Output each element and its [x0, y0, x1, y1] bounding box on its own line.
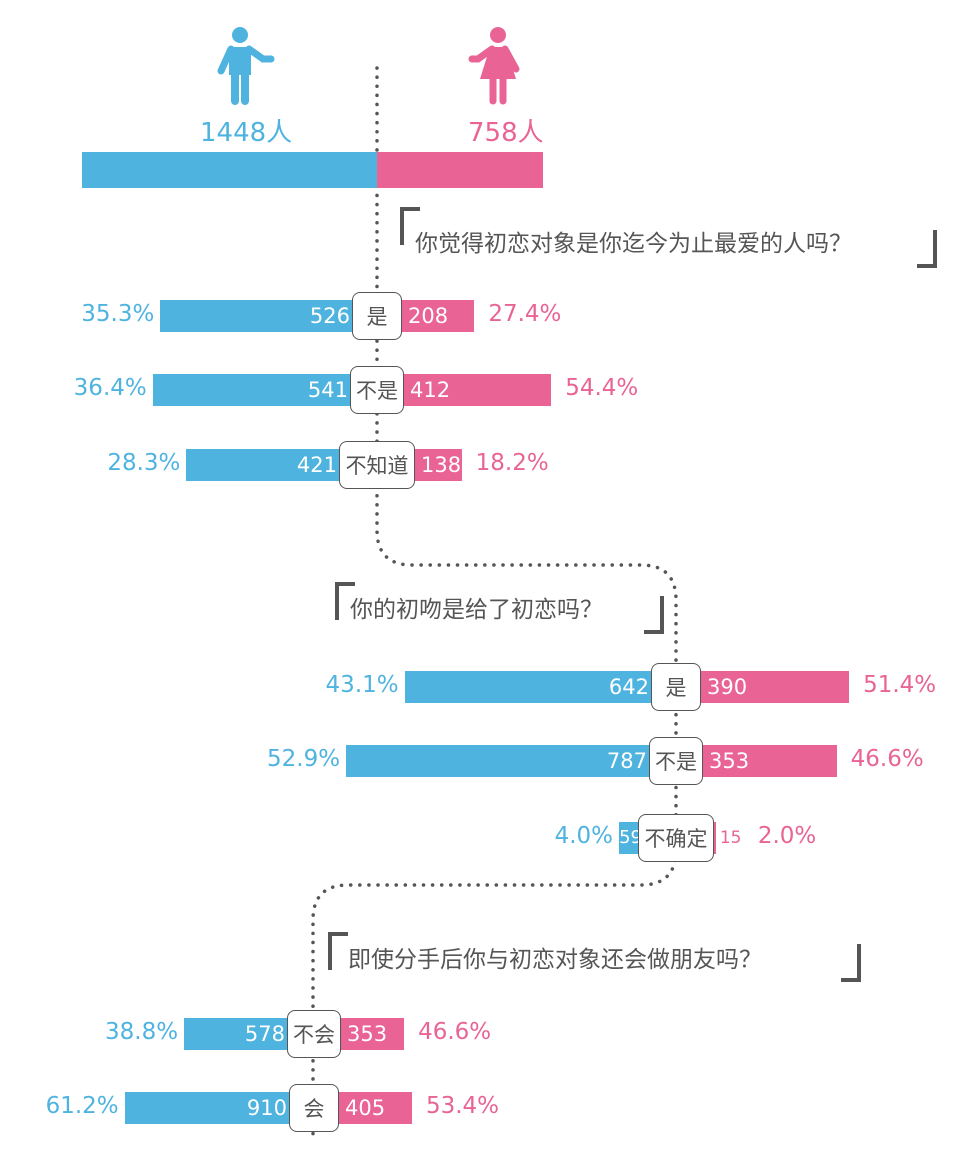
female-total-bar: [377, 152, 543, 188]
female-count: 405: [345, 1096, 386, 1120]
answer-label: 不是: [350, 366, 404, 414]
male-percent: 4.0%: [554, 823, 613, 849]
female-percent: 46.6%: [850, 746, 924, 772]
male-count: 59: [619, 827, 642, 848]
female-count: 353: [347, 1022, 388, 1046]
female-bar: 208: [398, 300, 475, 332]
female-percent: 27.4%: [488, 301, 562, 327]
male-percent: 36.4%: [73, 375, 147, 401]
female-bar: 138: [411, 449, 462, 481]
male-percent: 38.8%: [105, 1019, 179, 1045]
male-bar: 526: [160, 300, 356, 332]
answer-label: 不是: [649, 737, 703, 785]
male-bar: 910: [124, 1092, 293, 1124]
male-bar: 541: [152, 374, 354, 406]
female-count: 353: [709, 749, 750, 773]
male-bar: 787: [346, 745, 653, 777]
answer-label: 是: [651, 663, 701, 711]
bracket-open: [335, 582, 355, 620]
female-count: 138: [421, 453, 462, 477]
question-title: 你觉得初恋对象是你迄今为止最爱的人吗？: [415, 231, 852, 257]
female-total: 758人: [468, 118, 544, 148]
male-percent: 61.2%: [45, 1093, 119, 1119]
male-count: 787: [606, 749, 647, 773]
question-title: 即使分手后你与初恋对象还会做朋友吗？: [348, 947, 762, 973]
male-count: 578: [244, 1022, 285, 1046]
bracket-open: [400, 207, 420, 245]
female-bar: 405: [335, 1092, 412, 1124]
male-percent: 28.3%: [107, 450, 181, 476]
female-count: 390: [707, 675, 748, 699]
male-total-bar: [82, 152, 377, 188]
female-count: 15: [719, 828, 742, 848]
male-count: 421: [296, 453, 337, 477]
male-bar: 421: [186, 449, 343, 481]
female-percent: 2.0%: [757, 823, 817, 849]
male-count: 910: [246, 1096, 287, 1120]
female-count: 412: [410, 378, 451, 402]
male-person-icon: [217, 27, 275, 105]
female-count: 208: [408, 304, 449, 328]
bracket-open: [328, 932, 348, 970]
female-percent: 54.4%: [565, 375, 639, 401]
male-count: 541: [307, 378, 348, 402]
bracket-close: [917, 230, 937, 268]
male-percent: 35.3%: [81, 301, 155, 327]
bracket-close: [644, 596, 664, 634]
female-percent: 18.2%: [475, 450, 549, 476]
female-percent: 53.4%: [425, 1093, 500, 1119]
male-percent: 52.9%: [267, 746, 341, 772]
answer-label: 会: [289, 1084, 339, 1132]
male-bar: 578: [184, 1018, 291, 1050]
female-bar: 353: [337, 1018, 405, 1050]
male-percent: 43.1%: [325, 672, 399, 698]
female-bar: 353: [699, 745, 837, 777]
female-percent: 51.4%: [863, 672, 937, 698]
answer-label: 是: [352, 292, 402, 340]
male-count: 642: [608, 675, 649, 699]
female-person-icon: [468, 27, 520, 105]
male-bar: 59: [618, 822, 642, 854]
female-bar: 412: [400, 374, 552, 406]
answer-label: 不会: [287, 1010, 341, 1058]
answer-label: 不确定: [638, 814, 714, 862]
male-bar: 642: [404, 671, 655, 703]
female-bar: 390: [697, 671, 850, 703]
male-count: 526: [309, 304, 350, 328]
answer-label: 不知道: [339, 441, 415, 489]
female-percent: 46.6%: [418, 1019, 492, 1045]
male-total: 1448人: [200, 118, 293, 148]
bracket-close: [841, 944, 861, 982]
question-title: 你的初吻是给了初恋吗？: [350, 597, 603, 623]
